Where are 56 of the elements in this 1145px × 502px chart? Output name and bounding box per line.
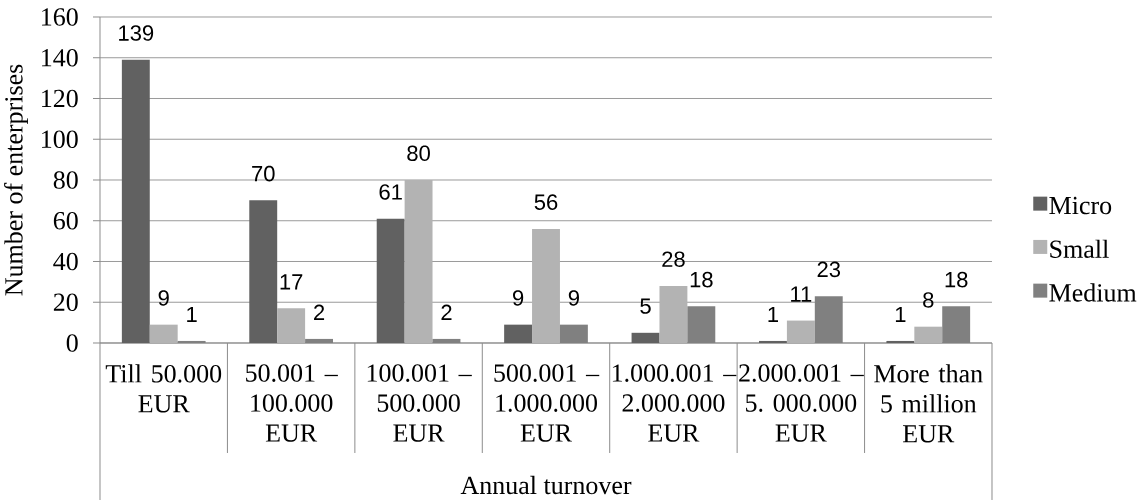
data-label: 11	[791, 286, 812, 302]
bar	[631, 332, 660, 343]
bar	[121, 59, 150, 343]
bar	[886, 340, 915, 343]
y-tick-label: 20	[53, 293, 78, 312]
data-label: 18	[945, 271, 968, 288]
data-label: 1	[187, 306, 197, 323]
data-label: 9	[158, 290, 169, 306]
data-label: 1	[895, 306, 906, 323]
bar	[376, 218, 405, 343]
y-tick-label: 100	[42, 130, 78, 149]
data-label: 18	[690, 271, 713, 288]
x-tick-label: 1.000.001 – 2.000.000 EUR	[612, 364, 737, 442]
data-label: 2	[314, 304, 325, 320]
x-tick-label: 500.001 – 1.000.000 EUR	[494, 364, 600, 442]
data-label: 80	[407, 145, 430, 162]
x-tick-label: 2.000.001 – 5. 000.000 EUR	[739, 364, 864, 442]
y-tick-label: 140	[42, 48, 78, 67]
bar	[758, 340, 787, 343]
y-tick-label: 60	[53, 211, 78, 230]
y-axis-title: Number of enterprises	[4, 64, 28, 296]
data-label: 23	[817, 261, 841, 278]
bar	[149, 324, 178, 343]
bar	[532, 228, 560, 343]
x-tick-label: 50.001 – 100.000 EUR	[246, 364, 338, 442]
bar	[404, 179, 433, 343]
x-tick-label: Till 50.000 EUR	[105, 364, 222, 413]
y-tick-label: 80	[53, 171, 78, 189]
y-tick-label: 40	[53, 252, 78, 271]
data-label: 2	[441, 304, 452, 320]
data-label: 9	[568, 290, 579, 306]
x-axis-title: Annual turnover	[460, 475, 632, 495]
legend-label: Medium	[1049, 283, 1137, 302]
bar	[659, 285, 688, 343]
bar	[786, 320, 815, 343]
data-label: 17	[280, 274, 303, 290]
data-label: 9	[513, 290, 524, 306]
bar	[277, 308, 306, 343]
y-tick-label: 0	[66, 334, 78, 352]
x-tick-label: 100.001 – 500.000 EUR	[367, 364, 472, 442]
legend-label: Micro	[1049, 196, 1112, 215]
data-label: 28	[662, 251, 685, 267]
data-label: 8	[923, 292, 934, 308]
bar	[249, 200, 278, 343]
bar	[504, 324, 533, 343]
data-label: 70	[252, 165, 275, 182]
y-tick-label: 120	[42, 89, 78, 108]
data-label: 61	[379, 184, 402, 200]
y-tick-label: 160	[42, 8, 78, 26]
data-label: 1	[768, 306, 778, 323]
x-tick-label: More than 5 million EUR	[874, 364, 983, 443]
data-label: 5	[640, 298, 651, 314]
data-label: 139	[119, 25, 154, 41]
bar	[914, 326, 943, 343]
legend-label: Small	[1050, 239, 1109, 258]
data-label: 56	[534, 194, 558, 210]
